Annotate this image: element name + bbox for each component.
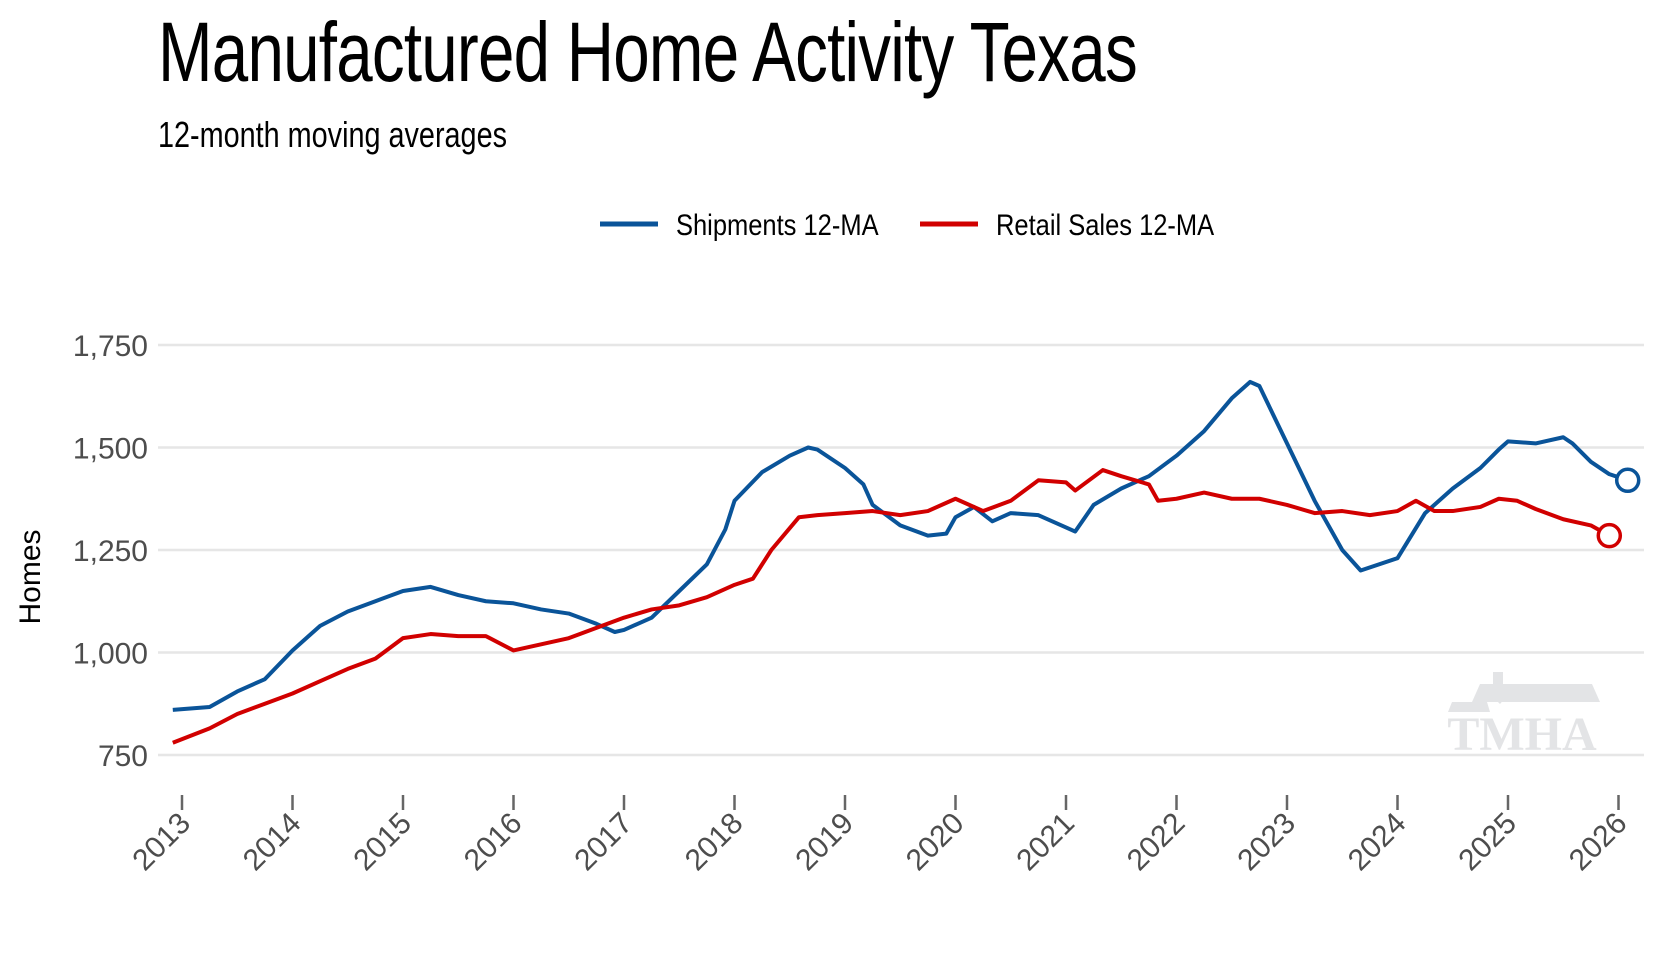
y-tick-label: 1,250 (73, 535, 148, 568)
series-end-marker (1614, 467, 1641, 494)
x-tick-label: 2017 (568, 807, 639, 878)
x-tick-label: 2024 (1342, 807, 1413, 878)
legend-label: Shipments 12-MA (676, 208, 879, 241)
x-tick-label: 2016 (458, 807, 529, 878)
x-tick-label: 2022 (1121, 807, 1192, 878)
y-tick-label: 750 (98, 740, 148, 773)
tmha-logo-watermark: TMHA (1447, 672, 1600, 761)
series-line-1 (172, 468, 1611, 745)
x-tick-label: 2019 (789, 807, 860, 878)
y-tick-label: 1,000 (73, 638, 148, 671)
x-tick-label: 2013 (126, 807, 197, 878)
x-tick-label: 2018 (679, 807, 750, 878)
x-tick-label: 2025 (1452, 807, 1523, 878)
y-tick-label: 1,750 (73, 330, 148, 363)
x-tick-label: 2023 (1231, 807, 1302, 878)
legend-label: Retail Sales 12-MA (996, 208, 1215, 241)
y-axis-label: Homes (14, 529, 47, 624)
x-tick-label: 2021 (1010, 807, 1081, 878)
chart-subtitle: 12-month moving averages (158, 114, 507, 155)
series-line-0 (172, 379, 1629, 712)
series-end-marker (1596, 522, 1623, 549)
chart-title: Manufactured Home Activity Texas (158, 5, 1138, 99)
legend: Shipments 12-MA Retail Sales 12-MA (600, 208, 1215, 241)
x-tick-label: 2020 (900, 807, 971, 878)
x-tick-label: 2014 (237, 807, 308, 878)
x-tick-label: 2015 (347, 807, 418, 878)
watermark-text: TMHA (1447, 708, 1597, 761)
y-tick-label: 1,500 (73, 433, 148, 466)
x-tick-label: 2026 (1563, 807, 1634, 878)
